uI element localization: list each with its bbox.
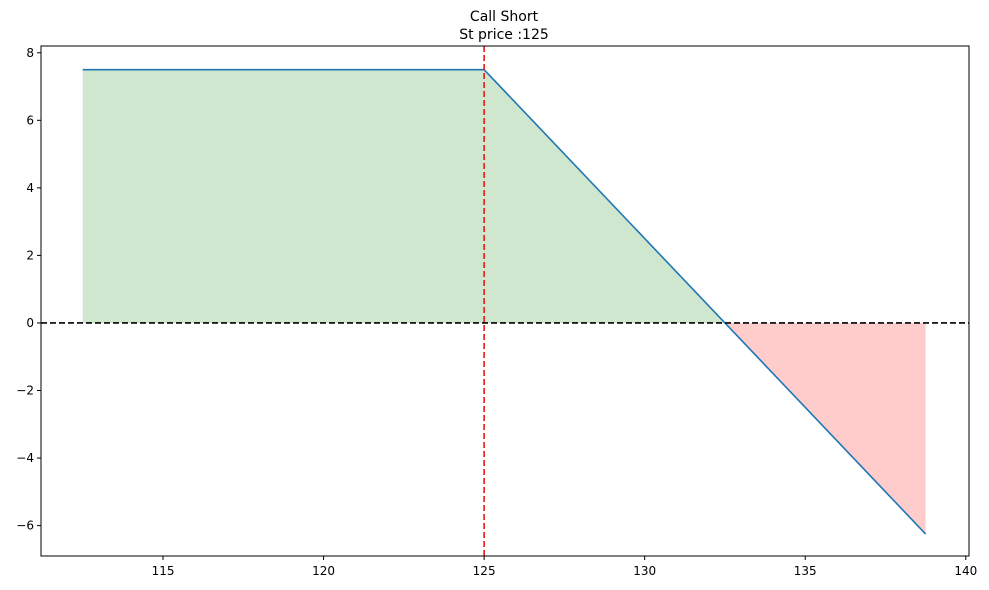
y-tick-label: −2	[16, 384, 34, 398]
x-tick-label: 140	[954, 564, 977, 578]
x-tick-label: 120	[312, 564, 335, 578]
x-tick-label: 125	[473, 564, 496, 578]
y-tick-label: 2	[26, 248, 34, 262]
x-tick-label: 135	[794, 564, 817, 578]
y-tick-label: 4	[26, 181, 34, 195]
y-tick-label: 6	[26, 113, 34, 127]
chart-subtitle: St price :125	[459, 27, 549, 43]
payoff-line	[82, 68, 927, 535]
y-tick-label: 0	[26, 316, 34, 330]
chart-title: Call Short	[470, 9, 539, 25]
axes: 115 120 125 130 135 140 −6 −4 −2 0 2 4 6 8	[16, 45, 977, 578]
y-tick-label: −6	[16, 519, 34, 533]
profit-area	[82, 69, 725, 323]
y-tick-label: −4	[16, 451, 34, 465]
x-tick-label: 115	[152, 564, 175, 578]
x-tick-label: 130	[633, 564, 656, 578]
y-tick-label: 8	[26, 46, 34, 60]
plot-area	[41, 46, 969, 556]
plot-frame	[40, 45, 970, 557]
